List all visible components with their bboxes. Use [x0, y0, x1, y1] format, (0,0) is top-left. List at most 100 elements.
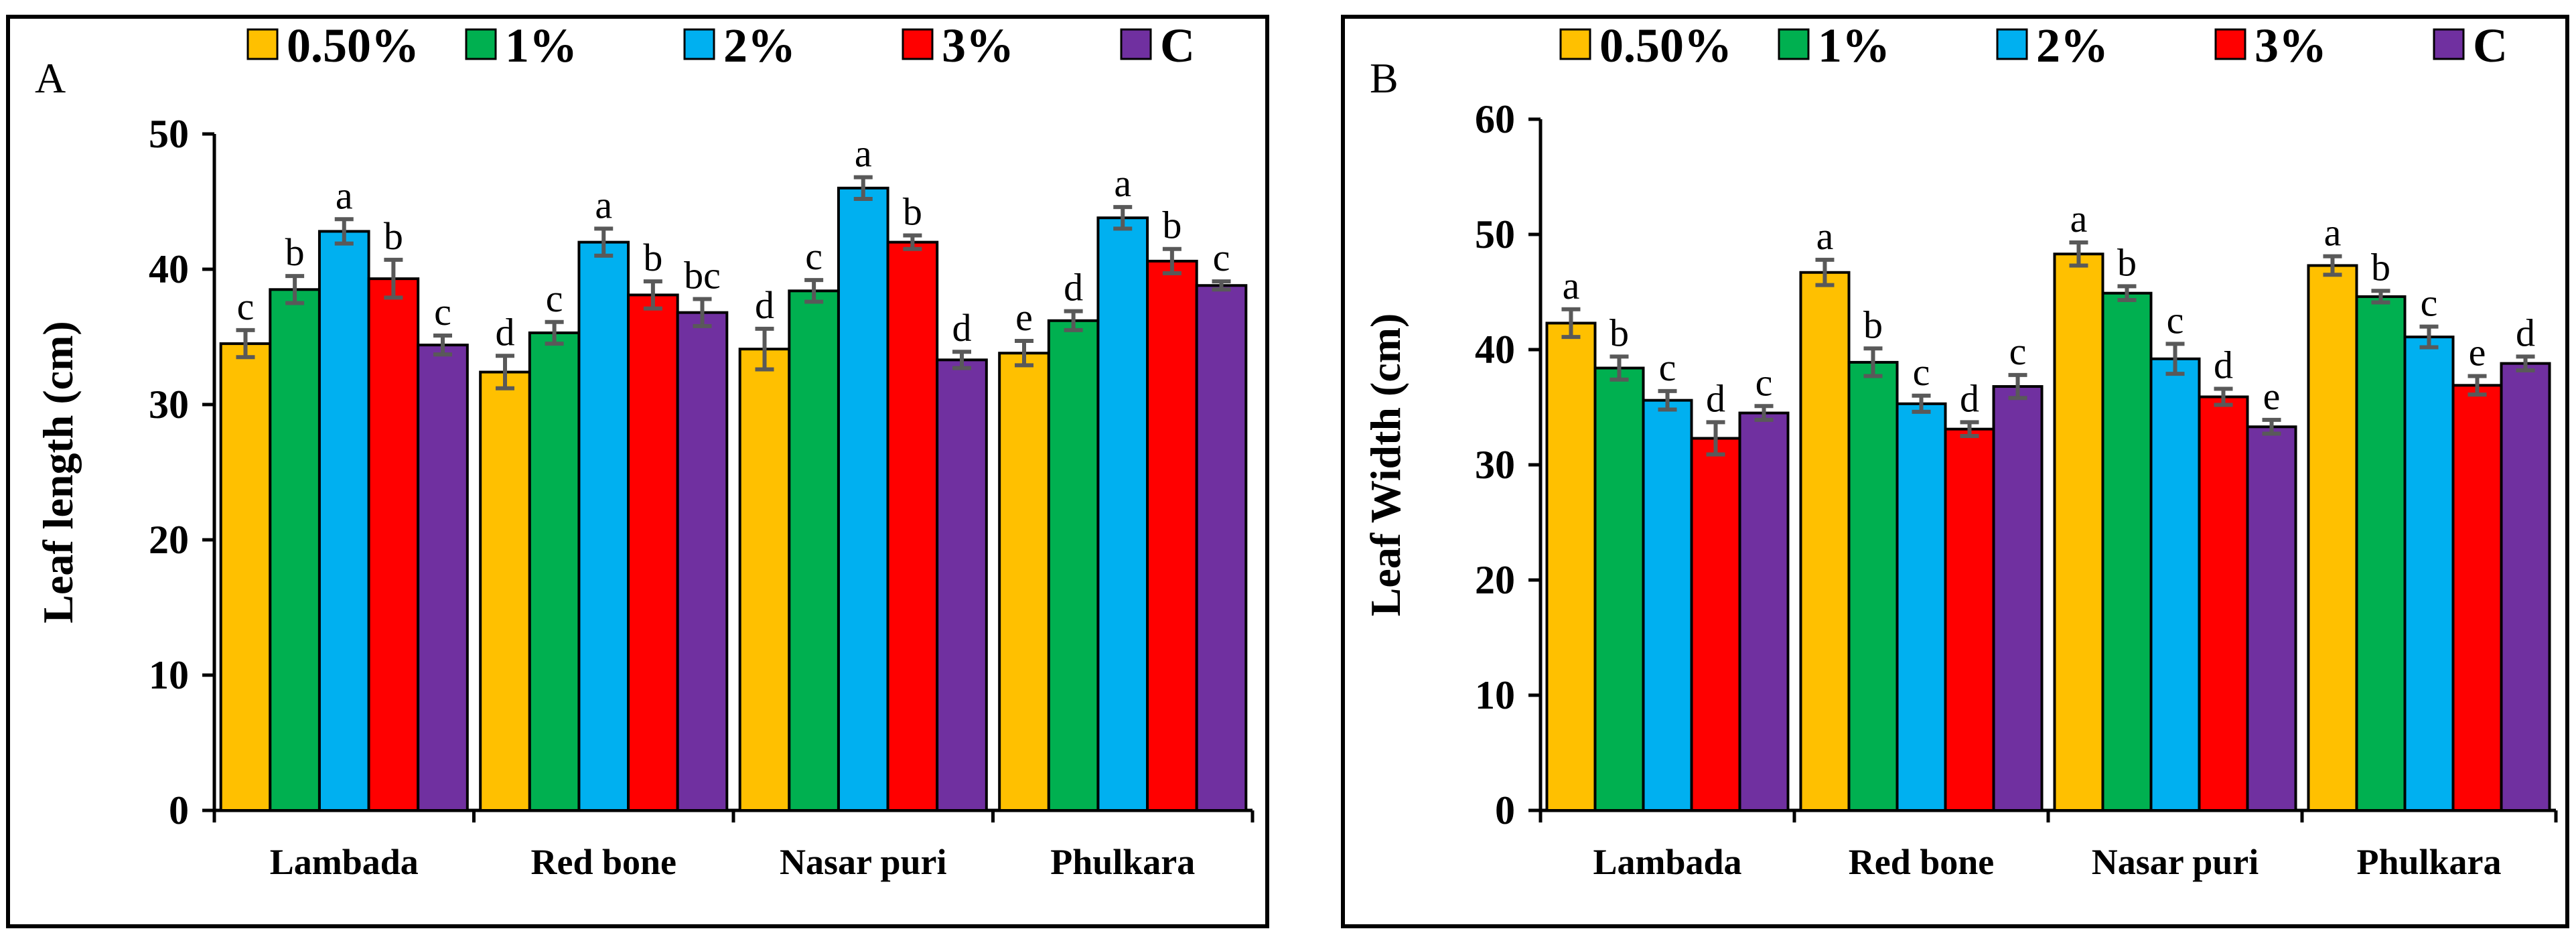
- significance-letter: b: [903, 190, 922, 234]
- bar: [1593, 366, 1645, 812]
- significance-letter: c: [546, 277, 563, 320]
- y-tick-label: 0: [169, 788, 189, 833]
- significance-letter: b: [1162, 204, 1182, 247]
- x-category-label: Nasar puri: [780, 842, 947, 882]
- significance-letter: d: [952, 306, 972, 350]
- significance-letter: b: [2117, 240, 2137, 284]
- y-axis-title: Leaf length (cm): [34, 321, 82, 623]
- legend-swatch: [246, 28, 279, 60]
- bar: [738, 348, 791, 812]
- significance-letter: a: [2070, 197, 2088, 240]
- bar: [1146, 259, 1198, 812]
- y-tick-label: 50: [1475, 212, 1515, 257]
- bar: [936, 358, 988, 812]
- x-category-label: Red bone: [530, 842, 676, 882]
- bar: [886, 240, 939, 812]
- bar: [1799, 271, 1851, 812]
- x-category-label: Red bone: [1849, 842, 1995, 882]
- bar: [2101, 291, 2153, 812]
- bar: [1195, 284, 1248, 812]
- significance-letter: d: [2214, 343, 2233, 386]
- significance-letter: a: [1816, 214, 1834, 258]
- x-category-label: Nasar puri: [2092, 842, 2259, 882]
- legend-swatch: [1559, 28, 1591, 60]
- significance-letter: d: [755, 283, 774, 327]
- bar: [479, 370, 531, 812]
- legend-label: C: [2473, 19, 2508, 72]
- bar: [367, 277, 420, 812]
- legend-label: 1%: [505, 19, 577, 72]
- significance-letter: b: [1609, 311, 1629, 354]
- bar: [2246, 425, 2297, 812]
- legend-label: 0.50%: [1599, 19, 1732, 72]
- significance-letter: e: [2469, 331, 2486, 374]
- significance-letter: c: [1913, 350, 1930, 394]
- significance-letter: c: [1659, 346, 1676, 389]
- bar: [417, 344, 469, 812]
- bar: [269, 288, 321, 812]
- significance-letter: d: [1064, 266, 1083, 309]
- legend-swatch: [2214, 28, 2246, 60]
- significance-letter: d: [2516, 311, 2535, 354]
- significance-letter: e: [1015, 295, 1033, 339]
- legend-swatch: [1996, 28, 2028, 60]
- bar: [676, 311, 729, 812]
- significance-letter: e: [2263, 374, 2281, 418]
- bar: [2149, 357, 2201, 812]
- panel-letter: A: [35, 54, 66, 102]
- bar: [837, 186, 889, 812]
- y-tick-label: 20: [149, 518, 189, 562]
- bar: [1047, 319, 1100, 812]
- significance-letter: d: [1706, 376, 1725, 420]
- bar: [2198, 395, 2249, 812]
- legend-label: 1%: [1818, 19, 1890, 72]
- y-tick-label: 10: [1475, 673, 1515, 717]
- legend-label: 0.50%: [287, 19, 419, 72]
- significance-letter: a: [595, 183, 612, 226]
- panel-letter: B: [1370, 54, 1399, 102]
- bar: [627, 293, 679, 812]
- bar: [1847, 360, 1899, 812]
- significance-letter: a: [1563, 264, 1580, 307]
- legend-label: C: [1160, 19, 1195, 72]
- legend-swatch: [902, 28, 934, 60]
- bar: [528, 331, 581, 812]
- y-tick-label: 50: [149, 112, 189, 156]
- bar: [1690, 437, 1741, 812]
- significance-letter: a: [2324, 211, 2342, 255]
- y-tick-label: 40: [1475, 328, 1515, 372]
- bar: [998, 352, 1050, 812]
- legend-label: 3%: [942, 19, 1014, 72]
- significance-letter: b: [285, 230, 305, 274]
- bar: [2053, 252, 2104, 812]
- significance-letter: b: [1863, 303, 1883, 346]
- x-category-label: Lambada: [270, 842, 419, 882]
- y-tick-label: 40: [149, 247, 189, 291]
- bar: [317, 230, 370, 812]
- bar: [2355, 295, 2407, 812]
- y-tick-label: 30: [1475, 443, 1515, 487]
- bar: [1642, 399, 1693, 812]
- y-tick-label: 10: [149, 653, 189, 697]
- significance-letter: a: [855, 132, 872, 175]
- y-tick-label: 60: [1475, 97, 1515, 141]
- bar: [788, 289, 840, 812]
- bar: [2500, 362, 2551, 812]
- bar: [219, 342, 272, 812]
- significance-letter: c: [805, 234, 822, 278]
- significance-letter: c: [2009, 330, 2027, 373]
- significance-letter: c: [2421, 281, 2438, 325]
- significance-letter: d: [1960, 376, 1979, 420]
- bar: [2307, 264, 2358, 812]
- y-axis-title: Leaf Width (cm): [1362, 313, 1409, 617]
- bar: [1992, 385, 2044, 812]
- legend-swatch: [1778, 28, 1810, 60]
- bar: [1096, 216, 1149, 812]
- bar: [1944, 427, 1995, 812]
- significance-letter: d: [496, 310, 515, 354]
- y-tick-label: 20: [1475, 558, 1515, 602]
- legend-label: 3%: [2255, 19, 2327, 72]
